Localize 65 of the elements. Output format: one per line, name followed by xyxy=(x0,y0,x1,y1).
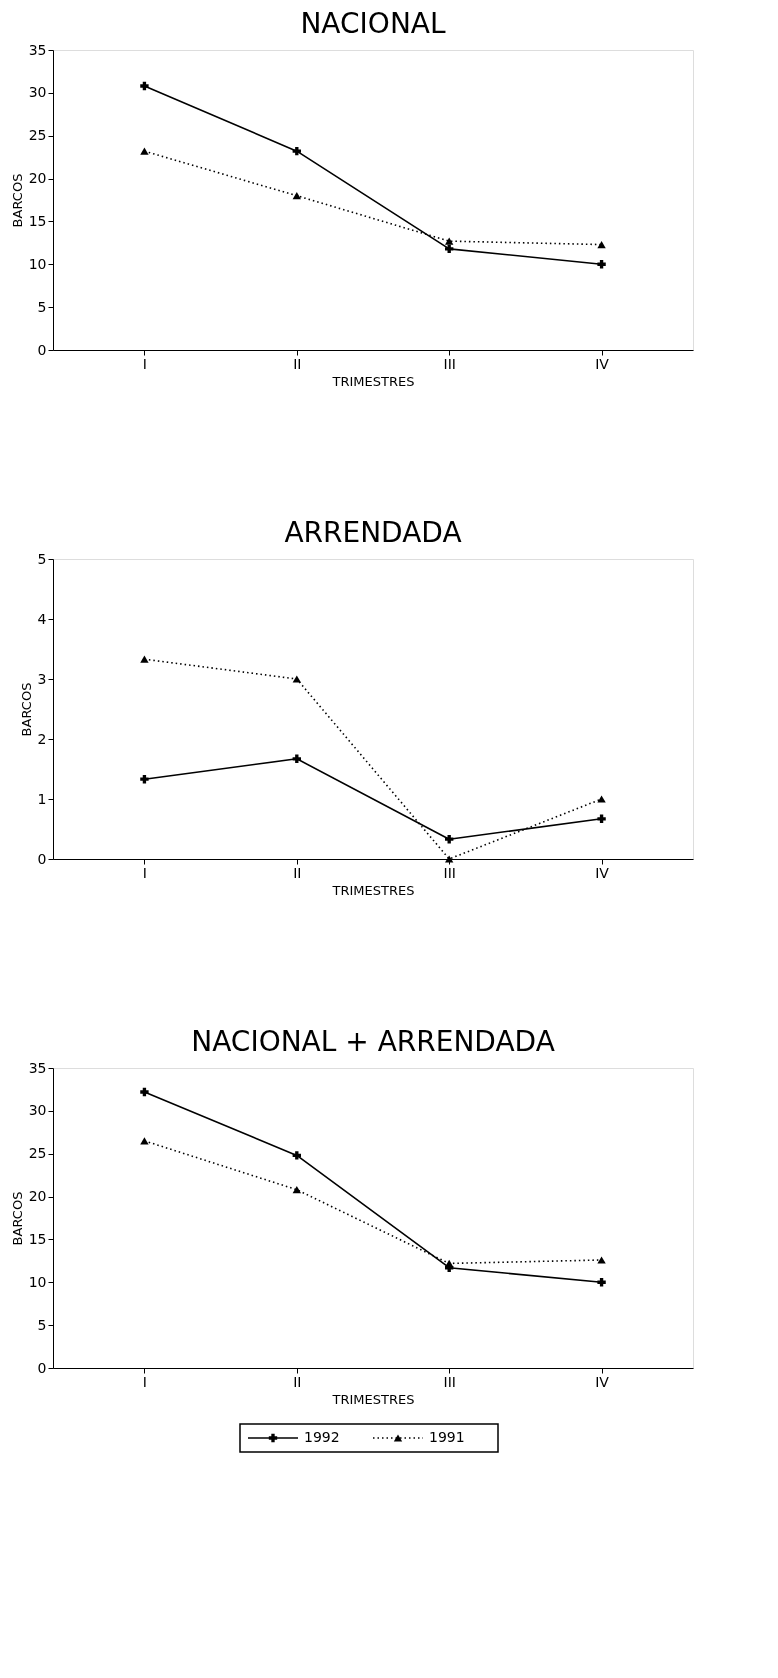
point xyxy=(597,1256,606,1264)
y-tick-label: 1 xyxy=(37,790,47,807)
point xyxy=(140,655,149,663)
point xyxy=(597,795,606,803)
y-axis-title: BARCOS xyxy=(9,173,25,228)
y-tick-label: 35 xyxy=(28,41,47,58)
x-axis-title: TRIMESTRES xyxy=(331,1391,415,1407)
x-axis-title: TRIMESTRES xyxy=(331,373,415,389)
y-tick-label: 20 xyxy=(28,170,47,187)
y-tick-label: 0 xyxy=(37,1359,47,1376)
y-axis-title: BARCOS xyxy=(9,1191,25,1246)
point xyxy=(445,1259,454,1268)
point xyxy=(445,855,454,863)
legend-label: 1991 xyxy=(429,1429,465,1445)
x-tick-label: II xyxy=(293,355,302,372)
x-tick-label: II xyxy=(293,1373,302,1390)
point xyxy=(597,1278,606,1287)
x-tick-label: I xyxy=(142,355,147,372)
y-tick-label: 30 xyxy=(28,1102,47,1119)
x-tick-label: II xyxy=(293,864,302,881)
point xyxy=(292,1186,301,1194)
y-tick-label: 0 xyxy=(37,341,47,358)
chart-title: NACIONAL xyxy=(300,7,446,40)
point xyxy=(597,814,606,823)
y-tick-label: 0 xyxy=(37,850,47,867)
point xyxy=(292,146,301,156)
point xyxy=(140,775,149,784)
point xyxy=(445,244,454,254)
point xyxy=(292,1151,301,1160)
x-tick-label: III xyxy=(443,1373,456,1390)
y-tick-label: 20 xyxy=(28,1188,47,1205)
legend-label: 1992 xyxy=(304,1429,340,1445)
y-tick-label: 5 xyxy=(37,1316,47,1333)
y-tick-label: 3 xyxy=(37,670,47,687)
y-tick-label: 25 xyxy=(28,1145,47,1162)
point xyxy=(140,147,149,155)
point xyxy=(597,260,606,269)
y-tick-label: 25 xyxy=(28,127,47,144)
y-tick-label: 10 xyxy=(28,255,47,272)
point xyxy=(140,1087,149,1097)
y-tick-label: 5 xyxy=(37,550,47,567)
y-tick-label: 30 xyxy=(28,84,47,101)
point xyxy=(292,675,301,683)
point xyxy=(292,192,301,200)
y-tick-label: 4 xyxy=(37,610,47,627)
y-tick-label: 35 xyxy=(28,1059,47,1076)
x-tick-label: III xyxy=(443,355,456,372)
y-axis-title: BARCOS xyxy=(18,682,34,737)
y-tick-label: 10 xyxy=(28,1273,47,1290)
x-axis-title: TRIMESTRES xyxy=(331,882,415,898)
x-tick-label: IV xyxy=(595,864,610,881)
y-tick-label: 5 xyxy=(37,298,47,315)
y-tick-label: 15 xyxy=(28,212,47,229)
x-tick-label: I xyxy=(142,1373,147,1390)
point xyxy=(140,81,149,91)
point xyxy=(597,240,606,249)
x-tick-label: IV xyxy=(595,355,610,372)
x-tick-label: IV xyxy=(595,1373,610,1390)
x-tick-label: III xyxy=(443,864,456,881)
y-tick-label: 15 xyxy=(28,1230,47,1247)
chart-title: ARRENDADA xyxy=(284,516,462,549)
point xyxy=(445,237,454,245)
x-tick-label: I xyxy=(142,864,147,881)
y-tick-label: 2 xyxy=(37,730,47,747)
chart-title: NACIONAL + ARRENDADA xyxy=(191,1025,555,1058)
